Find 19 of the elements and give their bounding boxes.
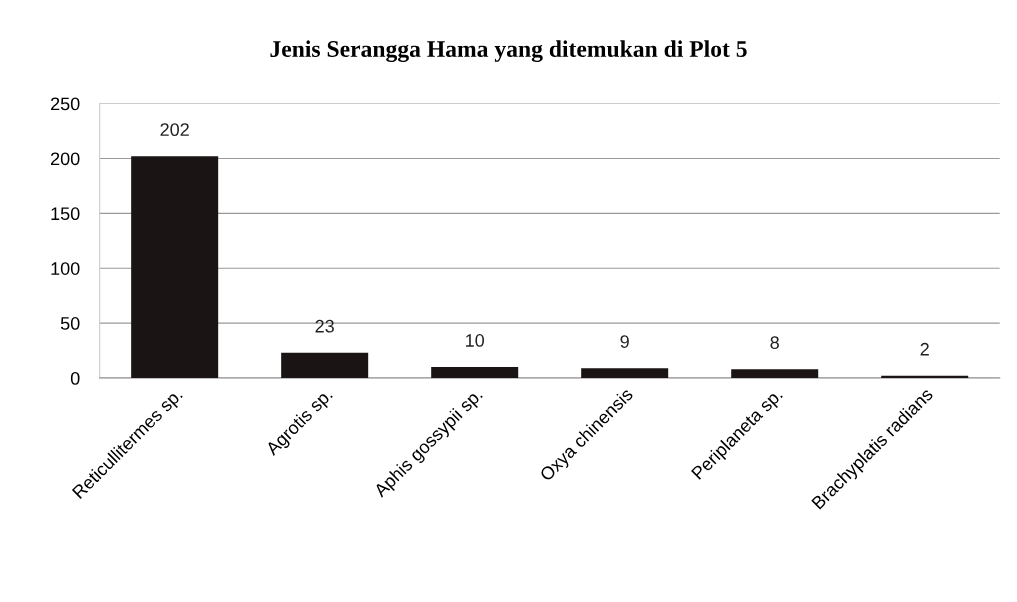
data-label: 2	[920, 342, 929, 356]
chart-title: Jenis Serangga Hama yang ditemukan di Plot 5	[270, 40, 747, 62]
data-label: 202	[160, 123, 189, 137]
data-label: 10	[466, 334, 485, 347]
data-label: 23	[315, 319, 334, 333]
data-label: 9	[620, 335, 629, 348]
data-label: 8	[770, 336, 779, 350]
y-tick-label: 250	[51, 97, 80, 111]
y-tick-label: 0	[70, 371, 80, 385]
y-tick-label: 200	[51, 152, 80, 166]
y-tick-label: 50	[60, 317, 80, 330]
y-tick-label: 100	[51, 262, 80, 275]
bar	[281, 352, 369, 379]
y-tick-label: 150	[51, 207, 80, 221]
bar	[581, 368, 669, 379]
bar	[731, 369, 819, 379]
bar	[881, 375, 969, 379]
bar	[431, 367, 519, 379]
bar	[131, 156, 219, 379]
